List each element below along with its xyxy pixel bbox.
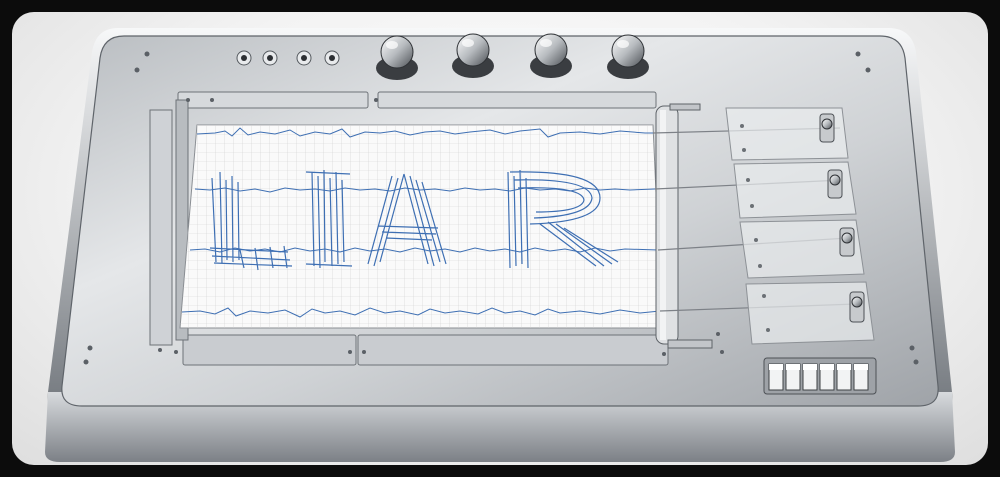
pen-assembly: [725, 107, 849, 161]
toggle-switch: [836, 363, 852, 391]
knob: [452, 33, 494, 78]
toggle-switch: [802, 363, 818, 391]
trace-line-1: [196, 127, 653, 138]
corner-screws: [83, 51, 919, 365]
input-jacks: [236, 50, 340, 66]
letter-L: [209, 171, 293, 271]
toggle-switch: [768, 363, 784, 391]
jack: [262, 50, 278, 66]
toggle-switch: [785, 363, 801, 391]
panel-screws: [158, 98, 724, 356]
toggle-switch: [853, 363, 869, 391]
pen-assembly: [745, 281, 875, 345]
paper-roller: [655, 103, 713, 349]
pen-assemblies: [725, 107, 875, 345]
toggle-switch: [819, 363, 835, 391]
knob: [376, 35, 418, 80]
pen-assembly: [733, 161, 857, 219]
jack: [324, 50, 340, 66]
pen-assembly: [739, 219, 865, 279]
knob: [530, 33, 572, 78]
paper-rails: [149, 91, 669, 366]
letter-R: [507, 169, 619, 269]
switch-bank: [763, 357, 877, 395]
knob: [607, 34, 649, 79]
trace-line-4: [181, 307, 661, 318]
jack: [236, 50, 252, 66]
letter-A: [367, 173, 447, 267]
control-knobs: [376, 33, 649, 80]
letter-I: [305, 169, 353, 269]
trace-line-3: [189, 247, 659, 253]
liar-scribble: [209, 169, 619, 271]
jack: [296, 50, 312, 66]
chart-paper: [179, 124, 663, 329]
